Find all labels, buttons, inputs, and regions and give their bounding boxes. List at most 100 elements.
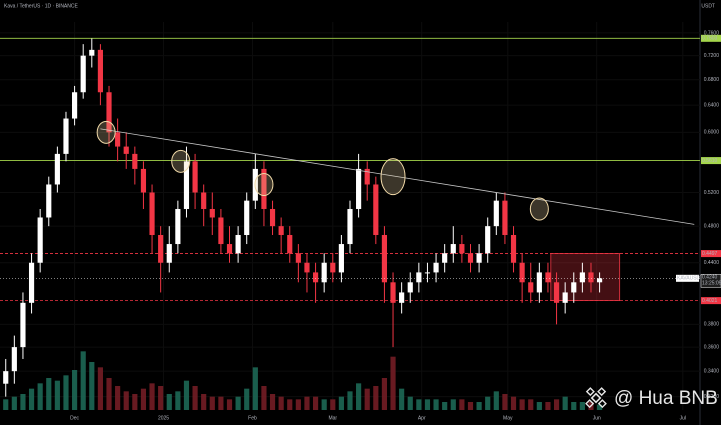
x-tick-label: Jun <box>593 415 601 421</box>
candle-body <box>287 235 293 254</box>
volume-bar <box>356 383 362 410</box>
trendline <box>100 128 695 225</box>
volume-bar <box>528 399 534 410</box>
candle-body <box>54 153 60 185</box>
y-tick-label: 0.4800 <box>704 223 720 229</box>
volume-bar <box>373 386 379 410</box>
candle-body <box>528 282 534 293</box>
currency-label: USDT <box>701 3 715 9</box>
candle-body <box>89 49 95 56</box>
level-label: 0.5610 <box>702 158 718 164</box>
volume-bar <box>304 396 310 410</box>
level-label: 0.4021 <box>702 298 718 304</box>
range-box <box>550 253 621 302</box>
volume-bar <box>97 367 103 410</box>
candle-body <box>11 347 17 372</box>
candle-body <box>312 272 319 283</box>
candle-body <box>106 92 112 133</box>
candle-body <box>467 253 474 263</box>
candle-body <box>209 208 215 218</box>
candle-body <box>476 253 482 263</box>
volume-bar <box>269 394 276 410</box>
candle-body <box>485 226 491 254</box>
candle-body <box>321 262 327 283</box>
candle-body <box>28 262 35 303</box>
candle-body <box>123 146 129 154</box>
level-label: 0.7503 <box>702 36 718 42</box>
volume-bar <box>244 388 250 410</box>
volume-bar <box>72 370 78 410</box>
y-tick-label: 0.7600 <box>704 30 720 36</box>
volume-bar <box>63 375 69 410</box>
volume-bar <box>89 362 95 410</box>
volume-bar <box>459 399 465 410</box>
x-tick-label: Apr <box>418 415 426 421</box>
volume-bar <box>11 396 17 410</box>
candle-body <box>140 168 147 193</box>
level-tag <box>701 250 721 258</box>
last-price-tag <box>700 274 721 288</box>
x-tick-label: May <box>503 415 513 421</box>
x-tick-label: Jul <box>680 415 686 421</box>
y-tick-label: 0.6000 <box>704 130 720 136</box>
candle-body <box>510 235 517 263</box>
candle-body <box>571 282 577 293</box>
y-tick-label: 0.3800 <box>704 322 720 328</box>
volume-bar <box>338 396 344 410</box>
volume-bar <box>54 380 60 410</box>
volume-bar <box>485 396 491 410</box>
candle-body <box>149 192 155 236</box>
candle-body <box>433 262 439 273</box>
candle-body <box>166 244 172 263</box>
candle-body <box>226 244 233 254</box>
volume-bar <box>519 399 525 410</box>
volume-bar <box>80 351 86 410</box>
candle-body <box>261 168 267 209</box>
x-tick-label: 2025 <box>158 415 169 421</box>
candle-body <box>295 253 301 263</box>
volume-bar <box>381 378 388 410</box>
volume-bar <box>20 394 26 410</box>
candle-body <box>553 282 560 303</box>
candle-body <box>115 132 121 147</box>
candle-body <box>330 262 336 273</box>
volume-bar <box>493 391 499 410</box>
volume-bar <box>597 404 603 410</box>
volume-bar <box>287 399 293 410</box>
symbol-label: KAVAUSDT <box>677 276 703 282</box>
volume-bar <box>218 396 224 410</box>
candle-body <box>244 200 250 236</box>
watermark-logo <box>585 387 607 409</box>
volume-bar <box>140 388 147 410</box>
volume-bar <box>312 396 319 410</box>
candle-body <box>493 200 499 227</box>
candle-body <box>201 192 207 209</box>
level-tag <box>701 157 721 165</box>
volume-bar <box>442 402 448 410</box>
candle-body <box>338 244 344 273</box>
volume-bar <box>407 396 413 410</box>
volume-bar <box>399 388 405 410</box>
y-tick-label: 0.5200 <box>704 190 720 196</box>
candle-body <box>502 200 508 236</box>
volume-bar <box>252 367 258 410</box>
last-price-label: 0.4240 <box>702 275 718 281</box>
candle-body <box>424 272 431 274</box>
level-label: 0.4497 <box>702 251 718 257</box>
volume-bar <box>579 402 585 410</box>
volume-bar <box>183 380 190 410</box>
candle-body <box>399 292 405 303</box>
volume-bar <box>132 394 138 410</box>
volume-bar <box>28 388 35 410</box>
candle-body <box>46 184 52 218</box>
volume-bar <box>450 399 456 410</box>
candle-body <box>80 55 86 93</box>
volume-bar <box>571 402 577 410</box>
volume-bar <box>476 402 482 410</box>
level-tag <box>701 34 721 42</box>
volume-bar <box>37 383 43 410</box>
candle-body <box>72 92 78 119</box>
volume-bar <box>545 402 551 410</box>
volume-bar <box>201 394 207 410</box>
